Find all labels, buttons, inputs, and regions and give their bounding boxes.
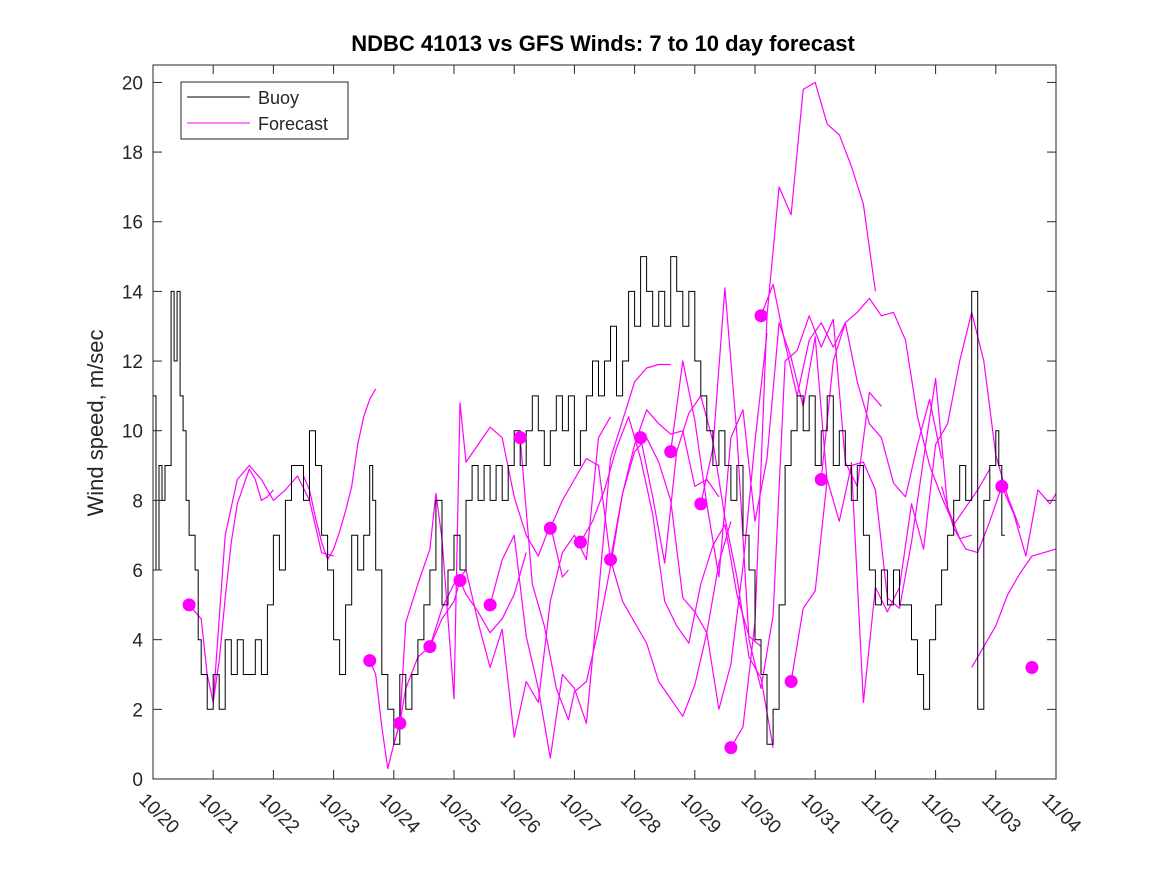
axes-box	[152, 64, 1057, 780]
forecast-initial-marker	[995, 479, 1009, 493]
forecast-line	[302, 388, 377, 561]
forecast-initial-marker	[784, 674, 798, 688]
forecast-initial-marker	[664, 445, 678, 459]
forecast-initial-marker	[754, 309, 768, 323]
forecast-initial-marker	[1025, 661, 1039, 675]
y-tick-label: 18	[122, 143, 143, 164]
forecast-initial-marker	[573, 535, 587, 549]
y-tick-label: 2	[132, 700, 143, 721]
forecast-line	[188, 468, 274, 704]
forecast-line	[549, 458, 732, 717]
forecast-line	[850, 311, 1021, 704]
forecast-line	[790, 377, 972, 682]
forecast-initial-markers	[182, 309, 1039, 755]
forecast-initial-marker	[182, 598, 196, 612]
forecast-initial-marker	[604, 553, 618, 567]
y-tick-label: 8	[132, 491, 143, 512]
y-axis-label: Wind speed, m/sec	[83, 329, 108, 516]
forecast-line	[369, 552, 527, 770]
y-tick-label: 20	[122, 73, 143, 94]
forecast-initial-marker	[423, 640, 437, 654]
forecast-initial-marker	[694, 497, 708, 511]
legend-label-forecast: Forecast	[258, 114, 328, 134]
forecast-initial-marker	[543, 521, 557, 535]
forecast-initial-marker	[393, 716, 407, 730]
forecast-line	[971, 548, 1057, 668]
legend-label-buoy: Buoy	[258, 88, 299, 108]
forecast-line	[760, 283, 943, 498]
y-tick-label: 4	[132, 631, 143, 652]
forecast-initial-marker	[363, 654, 377, 668]
forecast-line	[393, 402, 569, 745]
plot-area	[153, 81, 1057, 770]
forecast-line	[579, 416, 762, 648]
forecast-initial-marker	[724, 741, 738, 755]
y-tick-label: 0	[132, 770, 143, 791]
forecast-line	[670, 322, 828, 578]
chart-title: NDBC 41013 vs GFS Winds: 7 to 10 day for…	[351, 31, 855, 56]
buoy-series	[153, 256, 1005, 745]
y-axis-ticks: 0 2 4 6 8 10 12 14 16 18 20	[122, 73, 1056, 791]
forecast-line	[212, 464, 334, 703]
forecast-line	[820, 297, 991, 526]
forecast-line	[489, 363, 671, 759]
legend: Buoy Forecast	[180, 81, 349, 140]
y-tick-label: 12	[122, 352, 143, 373]
forecast-initial-marker	[634, 431, 648, 445]
buoy-line	[153, 256, 1005, 745]
forecast-initial-marker	[483, 598, 497, 612]
y-tick-label: 14	[122, 282, 144, 303]
forecast-initial-marker	[814, 472, 828, 486]
forecast-line	[609, 333, 768, 710]
forecast-line	[519, 409, 720, 721]
forecast-initial-marker	[453, 573, 467, 587]
legend-box	[180, 81, 349, 140]
y-tick-label: 16	[122, 213, 143, 234]
y-tick-label: 10	[122, 422, 143, 443]
y-tick-label: 6	[132, 561, 143, 582]
forecast-initial-marker	[513, 431, 527, 445]
